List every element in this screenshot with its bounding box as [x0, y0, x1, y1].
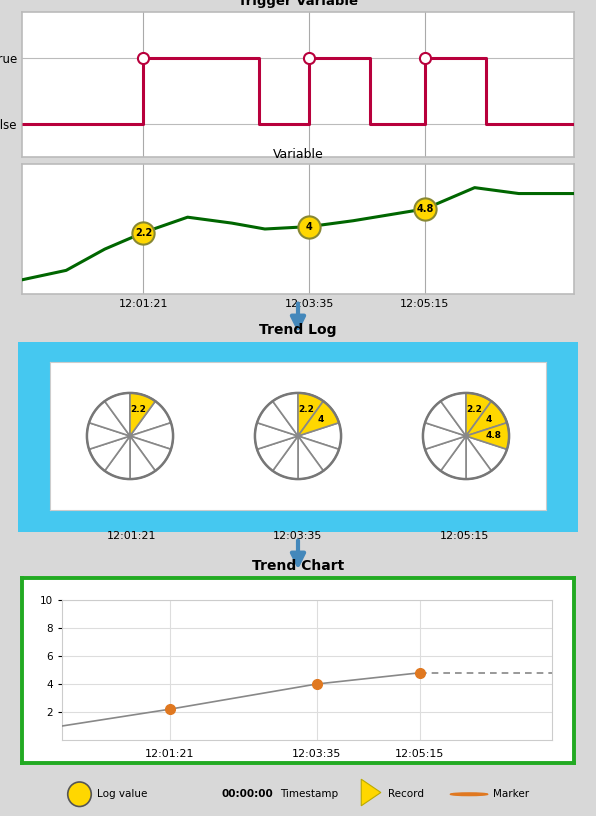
- Wedge shape: [255, 423, 298, 450]
- Wedge shape: [423, 423, 466, 450]
- Title: Variable: Variable: [272, 149, 324, 162]
- Text: 12:05:15: 12:05:15: [439, 530, 489, 541]
- Text: 2.2: 2.2: [467, 405, 483, 414]
- Polygon shape: [361, 779, 381, 806]
- Wedge shape: [257, 401, 298, 436]
- Title: Trend Log: Trend Log: [259, 322, 337, 337]
- Wedge shape: [466, 401, 507, 436]
- Title: Trigger Variable: Trigger Variable: [238, 0, 358, 8]
- Wedge shape: [298, 423, 341, 450]
- Text: Log value: Log value: [97, 789, 147, 799]
- Text: 4.8: 4.8: [486, 432, 502, 441]
- Text: 2.2: 2.2: [135, 228, 152, 237]
- Wedge shape: [130, 423, 173, 450]
- Wedge shape: [440, 436, 466, 479]
- Wedge shape: [466, 436, 507, 471]
- Wedge shape: [440, 393, 466, 436]
- Text: Marker: Marker: [492, 789, 529, 799]
- Title: Trend Chart: Trend Chart: [252, 559, 344, 573]
- Text: 2.2: 2.2: [131, 405, 147, 414]
- Wedge shape: [466, 393, 491, 436]
- Text: 4: 4: [306, 222, 312, 232]
- Wedge shape: [89, 436, 130, 471]
- Wedge shape: [130, 401, 171, 436]
- Wedge shape: [130, 393, 156, 436]
- Wedge shape: [466, 423, 509, 450]
- Text: 4.8: 4.8: [416, 204, 434, 214]
- Text: 12:01:21: 12:01:21: [107, 530, 157, 541]
- Text: 4: 4: [486, 415, 492, 424]
- Wedge shape: [466, 436, 491, 479]
- Wedge shape: [87, 423, 130, 450]
- Wedge shape: [105, 393, 130, 436]
- Text: 4: 4: [318, 415, 324, 424]
- Text: Record: Record: [388, 789, 424, 799]
- Text: 00:00:00: 00:00:00: [222, 789, 274, 799]
- Wedge shape: [130, 436, 156, 479]
- Wedge shape: [273, 436, 298, 479]
- Wedge shape: [298, 436, 323, 479]
- Wedge shape: [130, 393, 156, 436]
- Wedge shape: [466, 423, 509, 450]
- Wedge shape: [466, 393, 491, 436]
- Ellipse shape: [68, 782, 91, 806]
- Wedge shape: [298, 401, 339, 436]
- Text: 2.2: 2.2: [299, 405, 315, 414]
- Wedge shape: [257, 436, 298, 471]
- Wedge shape: [298, 401, 339, 436]
- Wedge shape: [105, 436, 130, 479]
- Text: Timestamp: Timestamp: [280, 789, 339, 799]
- Wedge shape: [130, 436, 171, 471]
- Wedge shape: [425, 436, 466, 471]
- Text: 12:03:35: 12:03:35: [274, 530, 322, 541]
- Wedge shape: [298, 393, 323, 436]
- Wedge shape: [89, 401, 130, 436]
- Wedge shape: [298, 393, 323, 436]
- Wedge shape: [466, 401, 507, 436]
- Wedge shape: [298, 436, 339, 471]
- Circle shape: [451, 793, 488, 796]
- Wedge shape: [273, 393, 298, 436]
- Wedge shape: [425, 401, 466, 436]
